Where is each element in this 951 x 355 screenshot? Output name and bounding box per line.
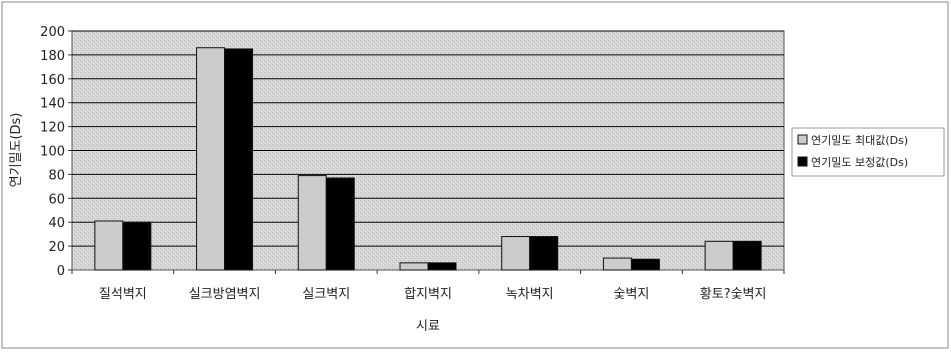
- y-tick-label: 120: [40, 121, 65, 136]
- y-axis-label: 연기밀도(Ds): [9, 113, 24, 188]
- y-tick-label: 180: [40, 49, 65, 64]
- x-tick-label: 합지벽지: [404, 287, 452, 302]
- bar-corrected-5: [630, 258, 660, 271]
- legend-swatch: [797, 134, 808, 145]
- x-axis: 질석벽지 실크방염벽지 실크벽지 합지벽지 녹차벽지 숯벽지 황토?숯벽지: [71, 270, 785, 302]
- x-tick-label: 녹차벽지: [506, 287, 554, 302]
- y-tick-label: 20: [48, 240, 65, 255]
- y-tick-label: 60: [48, 192, 65, 207]
- bar-corrected-4: [529, 236, 559, 271]
- bar-corrected-3: [427, 262, 457, 271]
- legend-box: [791, 127, 945, 177]
- x-tick-label: 실크방염벽지: [189, 287, 261, 302]
- bar-max-5: [602, 257, 632, 271]
- bar-max-3: [399, 262, 429, 271]
- y-tick-label: 140: [40, 97, 65, 112]
- y-tick-label: 80: [48, 168, 65, 183]
- y-tick-label: 0: [57, 264, 65, 279]
- bar-corrected-6: [732, 240, 762, 271]
- y-axis: 0 20 40 60 80 100 120 140 160 180 200: [40, 25, 72, 279]
- y-tick-label: 160: [40, 73, 65, 88]
- gridlines: [72, 30, 784, 247]
- x-tick-label: 숯벽지: [613, 287, 649, 302]
- x-tick-label: 질석벽지: [99, 287, 147, 302]
- legend: 연기밀도 최대값(Ds) 연기밀도 보정값(Ds): [791, 127, 945, 177]
- legend-label: 연기밀도 보정값(Ds): [811, 156, 908, 169]
- y-tick-label: 40: [48, 216, 65, 231]
- legend-swatch: [797, 156, 808, 167]
- x-tick-label: 실크벽지: [302, 287, 350, 302]
- x-axis-label: 시료: [416, 319, 440, 334]
- y-tick-label: 100: [40, 145, 65, 160]
- bar-max-2: [297, 175, 327, 271]
- bar-max-0: [94, 220, 124, 271]
- y-tick-label: 200: [40, 25, 65, 40]
- x-tick-label: 황토?숯벽지: [700, 287, 767, 302]
- bar-corrected-2: [325, 177, 355, 271]
- bar-max-6: [704, 240, 734, 271]
- bar-max-1: [196, 47, 226, 271]
- bar-max-4: [501, 236, 531, 271]
- bars-group: [94, 47, 762, 271]
- bar-corrected-1: [224, 48, 254, 271]
- legend-label: 연기밀도 최대값(Ds): [811, 134, 908, 147]
- bar-corrected-0: [122, 221, 152, 271]
